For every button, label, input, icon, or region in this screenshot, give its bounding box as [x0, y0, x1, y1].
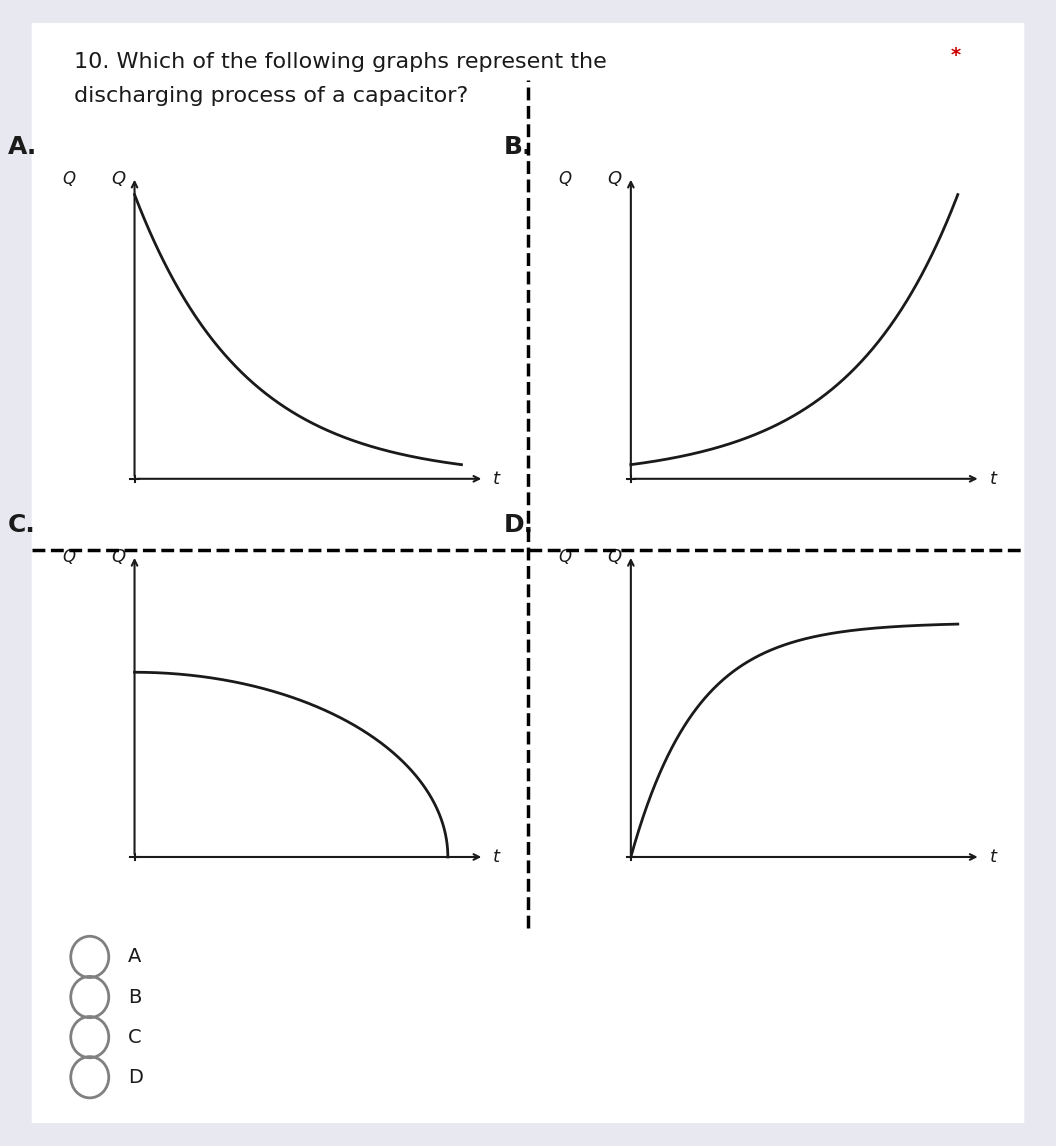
Text: Q: Q — [559, 548, 571, 566]
Text: A: A — [128, 948, 142, 966]
Text: discharging process of a capacitor?: discharging process of a capacitor? — [74, 86, 468, 105]
Text: Q: Q — [607, 170, 622, 188]
Text: D.: D. — [504, 513, 533, 537]
Text: C.: C. — [7, 513, 35, 537]
Text: Q: Q — [607, 548, 622, 566]
Text: A.: A. — [7, 135, 37, 159]
Text: Q: Q — [559, 170, 571, 188]
Text: B: B — [128, 988, 142, 1006]
Text: 10. Which of the following graphs represent the: 10. Which of the following graphs repres… — [74, 52, 606, 71]
Text: D: D — [128, 1068, 143, 1086]
Text: Q: Q — [111, 170, 126, 188]
Text: B.: B. — [504, 135, 532, 159]
Text: Q: Q — [62, 548, 75, 566]
Text: Q: Q — [62, 170, 75, 188]
Text: t: t — [989, 470, 997, 488]
Text: *: * — [950, 46, 961, 65]
Text: t: t — [493, 470, 501, 488]
Text: Q: Q — [111, 548, 126, 566]
Text: t: t — [493, 848, 501, 866]
Text: t: t — [989, 848, 997, 866]
Text: C: C — [128, 1028, 142, 1046]
